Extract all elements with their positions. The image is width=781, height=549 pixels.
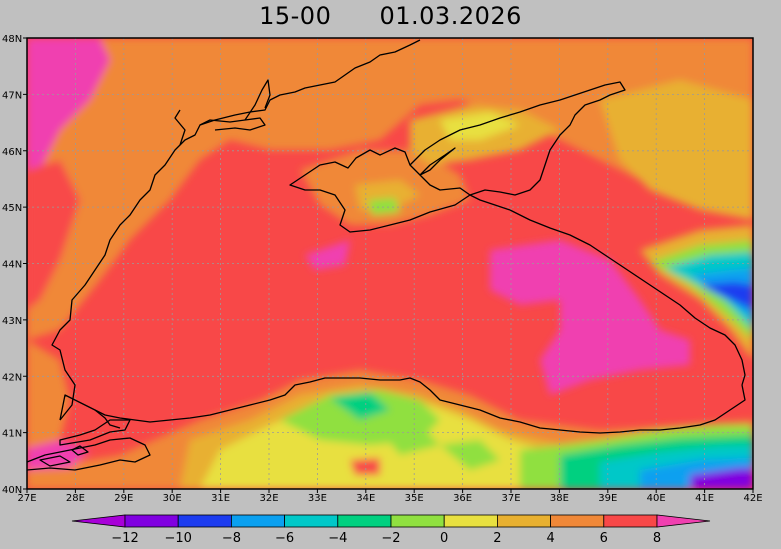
lon-tick-label: 29E — [114, 493, 133, 504]
lat-tick-label: 45N — [2, 203, 22, 214]
lon-tick-label: 36E — [453, 493, 472, 504]
field-layer — [27, 38, 753, 489]
colorbar-tick-label: −4 — [328, 531, 347, 546]
colorbar-segment — [337, 514, 392, 528]
colorbar-right-arrow — [656, 514, 711, 528]
lat-tick-label: 47N — [2, 90, 22, 101]
lon-tick-label: 33E — [308, 493, 327, 504]
colorbar-left-arrow — [71, 514, 126, 528]
colorbar-tick-label: −12 — [111, 531, 138, 546]
lon-tick-label: 35E — [405, 493, 424, 504]
lat-tick-label: 44N — [2, 260, 22, 271]
colorbar-segment — [603, 514, 658, 528]
colorbar-segment — [390, 514, 445, 528]
lon-tick-label: 39E — [598, 493, 617, 504]
lat-tick-label: 43N — [2, 316, 22, 327]
lon-tick-label: 32E — [259, 493, 278, 504]
lon-tick-label: 42E — [743, 493, 762, 504]
title-time: 15-00 — [259, 2, 332, 30]
lat-tick-label: 40N — [2, 485, 22, 496]
lon-tick-label: 31E — [211, 493, 230, 504]
latitude-ticks: 48N 47N 46N 45N 44N 43N 42N 41N 40N — [2, 34, 27, 496]
lat-tick-label: 42N — [2, 372, 22, 383]
lon-tick-label: 40E — [647, 493, 666, 504]
lat-tick-label: 48N — [2, 34, 22, 45]
colorbar-segment — [496, 514, 551, 528]
lon-tick-label: 41E — [695, 493, 714, 504]
lon-tick-label: 37E — [501, 493, 520, 504]
colorbar-segment — [550, 514, 605, 528]
lat-tick-label: 46N — [2, 147, 22, 158]
colorbar-tick-label: −8 — [222, 531, 241, 546]
graticule — [27, 38, 753, 489]
lon-tick-label: 27E — [17, 493, 36, 504]
colorbar-tick-label: 6 — [600, 531, 608, 546]
lon-tick-label: 30E — [163, 493, 182, 504]
colorbar-tick-label: 8 — [653, 531, 661, 546]
colorbar-tick-label: −6 — [275, 531, 294, 546]
colorbar-tick-label: 4 — [546, 531, 554, 546]
lon-tick-label: 38E — [550, 493, 569, 504]
colorbar-tick-label: 2 — [493, 531, 501, 546]
colorbar-segment — [284, 514, 339, 528]
colorbar-segment — [177, 514, 232, 528]
colorbar-tick-label: −2 — [381, 531, 400, 546]
lat-tick-label: 41N — [2, 429, 22, 440]
coastline — [27, 39, 746, 471]
lon-tick-label: 34E — [356, 493, 375, 504]
map-title: 15-00 01.03.2026 — [0, 2, 781, 34]
colorbar-tick-label: −10 — [164, 531, 191, 546]
lon-tick-label: 28E — [66, 493, 85, 504]
colorbar-segment — [124, 514, 179, 528]
colorbar-tick-label: 0 — [440, 531, 448, 546]
colorbar-segment — [230, 514, 285, 528]
colorbar-segment — [443, 514, 498, 528]
colorbar: −12 −10 −8 −6 −4 −2 0 2 4 6 8 — [71, 514, 711, 546]
longitude-ticks: 27E 28E 29E 30E 31E 32E 33E 34E 35E 36E 37E 38E 39E 4… — [17, 489, 763, 504]
title-date: 01.03.2026 — [379, 2, 522, 30]
